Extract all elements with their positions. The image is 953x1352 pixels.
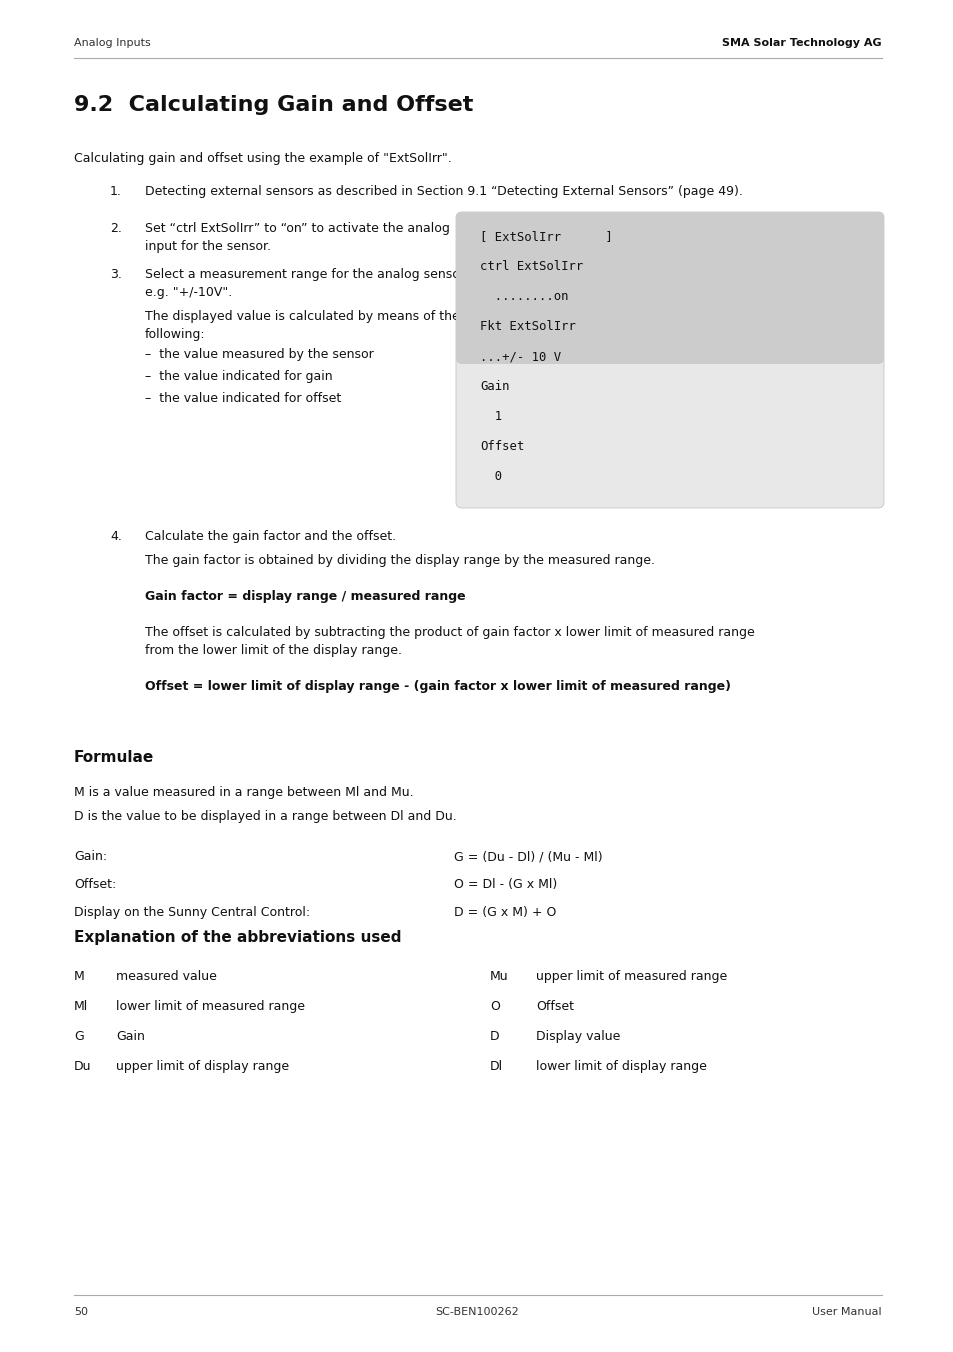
Text: Detecting external sensors as described in Section 9.1 “Detecting External Senso: Detecting external sensors as described … [145, 185, 742, 197]
FancyBboxPatch shape [456, 212, 883, 508]
Text: Ml: Ml [74, 1000, 89, 1013]
Text: [ ExtSolIrr      ]: [ ExtSolIrr ] [479, 230, 612, 243]
Text: –  the value indicated for gain: – the value indicated for gain [145, 370, 333, 383]
Text: Display on the Sunny Central Control:: Display on the Sunny Central Control: [74, 906, 310, 919]
Text: Set “ctrl ExtSolIrr” to “on” to activate the analog: Set “ctrl ExtSolIrr” to “on” to activate… [145, 222, 450, 235]
Text: SC-BEN100262: SC-BEN100262 [435, 1307, 518, 1317]
Text: Calculate the gain factor and the offset.: Calculate the gain factor and the offset… [145, 530, 395, 544]
Text: The displayed value is calculated by means of the: The displayed value is calculated by mea… [145, 310, 459, 323]
Text: Gain factor = display range / measured range: Gain factor = display range / measured r… [145, 589, 465, 603]
Text: upper limit of measured range: upper limit of measured range [536, 969, 726, 983]
Text: 0: 0 [479, 470, 501, 483]
Text: 1: 1 [479, 410, 501, 423]
Text: Offset = lower limit of display range - (gain factor x lower limit of measured r: Offset = lower limit of display range - … [145, 680, 730, 694]
Text: ...+/- 10 V: ...+/- 10 V [479, 350, 560, 362]
Text: M: M [74, 969, 85, 983]
Text: Calculating gain and offset using the example of "ExtSolIrr".: Calculating gain and offset using the ex… [74, 151, 452, 165]
Text: Display value: Display value [536, 1030, 619, 1042]
FancyBboxPatch shape [456, 212, 883, 364]
Text: upper limit of display range: upper limit of display range [116, 1060, 289, 1073]
Text: G: G [74, 1030, 84, 1042]
Text: –  the value measured by the sensor: – the value measured by the sensor [145, 347, 374, 361]
Text: from the lower limit of the display range.: from the lower limit of the display rang… [145, 644, 401, 657]
Text: ........on: ........on [479, 289, 568, 303]
Text: 4.: 4. [110, 530, 122, 544]
Text: lower limit of measured range: lower limit of measured range [116, 1000, 305, 1013]
Text: Offset: Offset [536, 1000, 574, 1013]
Text: Offset:: Offset: [74, 877, 116, 891]
Text: Dl: Dl [490, 1060, 502, 1073]
Text: Gain: Gain [116, 1030, 145, 1042]
Text: D is the value to be displayed in a range between Dl and Du.: D is the value to be displayed in a rang… [74, 810, 456, 823]
Text: Fkt ExtSolIrr: Fkt ExtSolIrr [479, 320, 576, 333]
Text: Explanation of the abbreviations used: Explanation of the abbreviations used [74, 930, 401, 945]
Text: D = (G x M) + O: D = (G x M) + O [454, 906, 556, 919]
Text: 9.2  Calculating Gain and Offset: 9.2 Calculating Gain and Offset [74, 95, 473, 115]
Text: G = (Du - Dl) / (Mu - Ml): G = (Du - Dl) / (Mu - Ml) [454, 850, 602, 863]
Text: D: D [490, 1030, 499, 1042]
Text: M is a value measured in a range between Ml and Mu.: M is a value measured in a range between… [74, 786, 414, 799]
Text: –  the value indicated for offset: – the value indicated for offset [145, 392, 341, 406]
Text: Analog Inputs: Analog Inputs [74, 38, 151, 49]
Text: input for the sensor.: input for the sensor. [145, 241, 271, 253]
Text: Offset: Offset [479, 439, 524, 453]
Text: Mu: Mu [490, 969, 508, 983]
Text: 1.: 1. [110, 185, 122, 197]
Text: following:: following: [145, 329, 206, 341]
Text: SMA Solar Technology AG: SMA Solar Technology AG [721, 38, 882, 49]
Text: O: O [490, 1000, 499, 1013]
Text: Formulae: Formulae [74, 750, 154, 765]
Text: ctrl ExtSolIrr: ctrl ExtSolIrr [479, 260, 582, 273]
Text: 3.: 3. [110, 268, 122, 281]
Text: 50: 50 [74, 1307, 88, 1317]
Text: User Manual: User Manual [812, 1307, 882, 1317]
Text: Select a measurement range for the analog sensor ,: Select a measurement range for the analo… [145, 268, 473, 281]
Text: Gain:: Gain: [74, 850, 107, 863]
Text: Du: Du [74, 1060, 91, 1073]
Text: The gain factor is obtained by dividing the display range by the measured range.: The gain factor is obtained by dividing … [145, 554, 655, 566]
Text: measured value: measured value [116, 969, 216, 983]
Text: Gain: Gain [479, 380, 509, 393]
Text: 2.: 2. [110, 222, 122, 235]
Text: The offset is calculated by subtracting the product of gain factor x lower limit: The offset is calculated by subtracting … [145, 626, 754, 639]
Text: O = Dl - (G x Ml): O = Dl - (G x Ml) [454, 877, 557, 891]
Text: e.g. "+/-10V".: e.g. "+/-10V". [145, 287, 232, 299]
Text: lower limit of display range: lower limit of display range [536, 1060, 706, 1073]
